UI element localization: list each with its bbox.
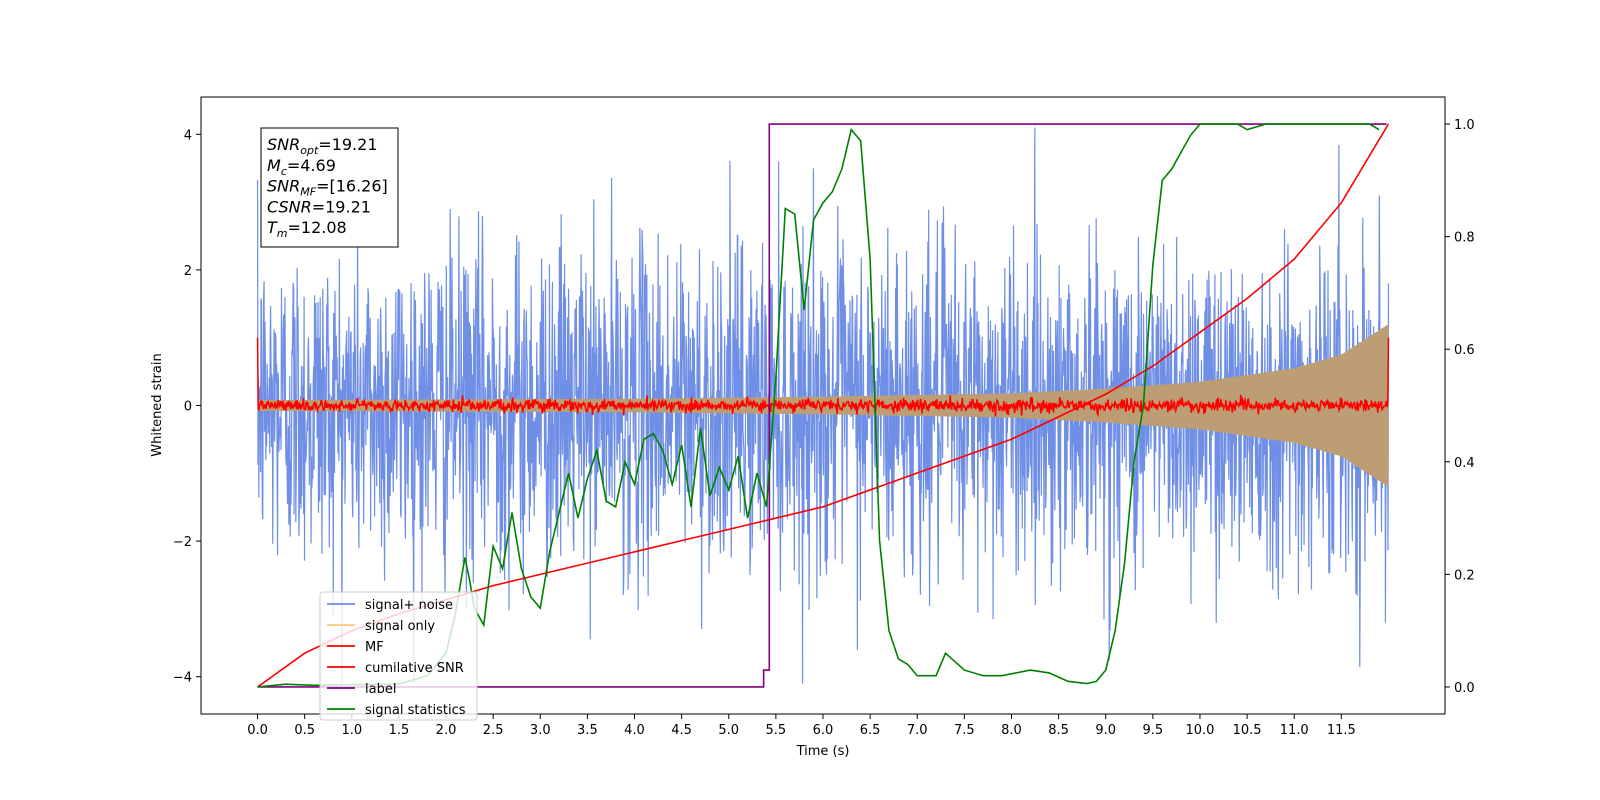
legend-label: signal statistics <box>365 703 466 718</box>
y-tick-label-left: 0 <box>184 400 192 415</box>
legend-label: MF <box>365 640 384 655</box>
annotation-subscript: c <box>281 165 287 178</box>
series-mf-line <box>256 337 1390 418</box>
x-tick-label: 5.5 <box>766 723 787 738</box>
y-tick-label-right: 0.2 <box>1454 568 1475 583</box>
y-axis-left: −4 −2 0 2 4 <box>173 128 201 686</box>
annotation-value: =19.21 <box>312 197 371 216</box>
legend-label: cumilative SNR <box>365 661 464 676</box>
series-signal-statistics-line <box>257 123 1380 688</box>
annotation-frame <box>260 127 399 248</box>
x-tick-label: 1.5 <box>389 723 410 738</box>
x-tick-label: 10.0 <box>1185 723 1214 738</box>
x-tick-label: 3.5 <box>577 723 598 738</box>
annotation-symbol: SNR <box>267 135 300 154</box>
x-tick-label: 7.5 <box>954 723 975 738</box>
x-tick-label: 9.5 <box>1143 723 1164 738</box>
x-tick-label: 4.0 <box>624 723 645 738</box>
y-tick-label-left: 2 <box>184 264 192 279</box>
y-axis-right: 0.0 0.2 0.4 0.6 0.8 1.0 <box>1445 118 1475 696</box>
annotation-subscript: MF <box>300 186 316 199</box>
legend-label: signal only <box>365 619 435 634</box>
x-tick-label: 11.0 <box>1280 723 1309 738</box>
series-signal-noise-line <box>256 127 1390 684</box>
x-tick-label: 8.0 <box>1001 723 1022 738</box>
x-tick-label: 2.5 <box>483 723 504 738</box>
annotation-symbol: CSNR <box>267 197 312 216</box>
annotation-line: Mc=4.69 <box>267 156 336 178</box>
series-label-line <box>257 123 1387 688</box>
x-tick-label: 4.5 <box>671 723 692 738</box>
annotation-line: Tm=12.08 <box>267 218 347 240</box>
y-tick-label-left: 4 <box>184 128 192 143</box>
annotation-line: CSNR=19.21 <box>267 197 371 216</box>
x-tick-label: 11.5 <box>1327 723 1356 738</box>
x-tick-label: 8.5 <box>1048 723 1069 738</box>
y-tick-label-right: 1.0 <box>1454 118 1475 133</box>
x-axis: 0.0 0.5 1.0 1.5 2.0 2.5 3.0 3.5 4.0 4.5 5.0 5.5 6.0 6… <box>247 714 1356 738</box>
x-tick-label: 0.5 <box>294 723 315 738</box>
x-tick-label: 3.0 <box>530 723 551 738</box>
legend: signal+ noise signal only MF cumilative SNR… <box>319 591 478 721</box>
y-tick-label-right: 0.0 <box>1454 681 1475 696</box>
y-tick-label-left: −2 <box>173 535 192 550</box>
x-tick-label: 0.0 <box>247 723 268 738</box>
annotation-value: =12.08 <box>288 218 347 237</box>
x-tick-label: 2.0 <box>436 723 457 738</box>
x-tick-label: 9.0 <box>1095 723 1116 738</box>
annotation-symbol: SNR <box>267 177 300 196</box>
x-tick-label: 1.0 <box>341 723 362 738</box>
annotation-line: SNRMF=[16.26] <box>267 177 388 199</box>
y-axis-label: Whitened strain <box>150 353 165 456</box>
x-tick-label: 6.5 <box>860 723 881 738</box>
annotation-box: SNRopt=19.21Mc=4.69SNRMF=[16.26]CSNR=19.… <box>260 127 399 248</box>
annotation-value: =19.21 <box>318 135 377 154</box>
annotation-line: SNRopt=19.21 <box>267 135 378 157</box>
annotation-symbol: T <box>267 218 278 237</box>
y-tick-label-right: 0.4 <box>1454 456 1475 471</box>
annotation-subscript: m <box>277 227 288 240</box>
legend-label: label <box>365 682 396 697</box>
x-tick-label: 6.0 <box>813 723 834 738</box>
legend-frame <box>319 591 478 721</box>
x-tick-label: 10.5 <box>1233 723 1262 738</box>
annotation-symbol: M <box>267 156 281 175</box>
legend-label: signal+ noise <box>365 598 453 613</box>
x-tick-label: 7.0 <box>907 723 928 738</box>
annotation-value: =4.69 <box>287 156 336 175</box>
y-tick-label-right: 0.6 <box>1454 343 1475 358</box>
annotation-value: =[16.26] <box>316 177 388 196</box>
x-tick-label: 5.0 <box>718 723 739 738</box>
x-axis-label: Time (s) <box>796 744 850 759</box>
annotation-subscript: opt <box>300 144 319 157</box>
y-tick-label-left: −4 <box>173 671 192 686</box>
y-tick-label-right: 0.8 <box>1454 231 1475 246</box>
